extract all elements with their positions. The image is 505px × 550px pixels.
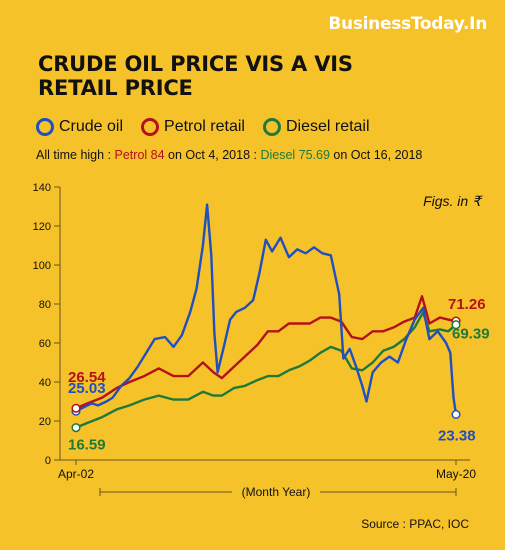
- all-time-high-note: All time high : Petrol 84 on Oct 4, 2018…: [36, 148, 422, 162]
- y-tick-label: 140: [33, 182, 51, 194]
- x-axis-label: (Month Year): [242, 485, 311, 499]
- x-tick-label: May-20: [436, 467, 476, 481]
- series-line-petrol: [74, 295, 458, 410]
- data-label-diesel-start: 16.59: [68, 437, 106, 454]
- source-note: Source : PPAC, IOC: [361, 517, 469, 531]
- circle-icon: [262, 118, 281, 136]
- data-label-petrol-end: 71.26: [448, 296, 486, 313]
- legend: Crude oil Petrol retail Diesel retail: [36, 118, 388, 136]
- subtitle-prefix: All time high :: [36, 148, 115, 162]
- data-label-diesel-end: 69.39: [452, 326, 490, 343]
- circle-icon: [141, 118, 160, 136]
- series-line-diesel: [74, 311, 458, 429]
- data-label-petrol-start: 26.54: [68, 369, 106, 386]
- subtitle-petrol-date: on Oct 4, 2018 :: [164, 148, 261, 162]
- y-tick-label: 100: [33, 260, 51, 272]
- data-label-crude-end: 23.38: [438, 427, 476, 444]
- x-tick-label: Apr-02: [58, 467, 94, 481]
- y-tick-label: 60: [39, 338, 51, 350]
- legend-item-petrol: Petrol retail: [141, 118, 245, 136]
- subtitle-diesel-date: on Oct 16, 2018: [329, 148, 423, 162]
- circle-icon: [36, 118, 54, 136]
- legend-label-diesel: Diesel retail: [285, 118, 370, 135]
- y-tick-label: 40: [39, 377, 51, 389]
- y-tick-label: 120: [33, 221, 51, 233]
- legend-label-petrol: Petrol retail: [164, 118, 245, 135]
- unit-note: Figs. in ₹: [423, 193, 481, 209]
- series-line-crude: [74, 203, 458, 416]
- endpoint-marker-crude: [451, 409, 461, 419]
- y-tick-label: 0: [45, 455, 51, 467]
- endpoint-marker-diesel: [71, 423, 81, 433]
- brand-logo: BusinessToday.In: [328, 14, 487, 34]
- title-line-1: CRUDE OIL PRICE VIS A VIS: [38, 52, 353, 76]
- chart-title: CRUDE OIL PRICE VIS A VIS RETAIL PRICE: [38, 52, 468, 100]
- endpoint-marker-petrol: [71, 403, 81, 413]
- data-label-crude-start: 25.03: [68, 380, 106, 397]
- y-tick-label: 80: [39, 299, 51, 311]
- y-tick-label: 20: [39, 416, 51, 428]
- legend-label-crude: Crude oil: [59, 118, 124, 135]
- subtitle-diesel: Diesel 75.69: [260, 148, 330, 162]
- subtitle-petrol: Petrol 84: [114, 148, 165, 162]
- endpoint-marker-diesel: [451, 320, 461, 330]
- title-line-2: RETAIL PRICE: [38, 76, 193, 100]
- legend-item-crude: Crude oil: [36, 118, 123, 136]
- legend-item-diesel: Diesel retail: [262, 118, 370, 136]
